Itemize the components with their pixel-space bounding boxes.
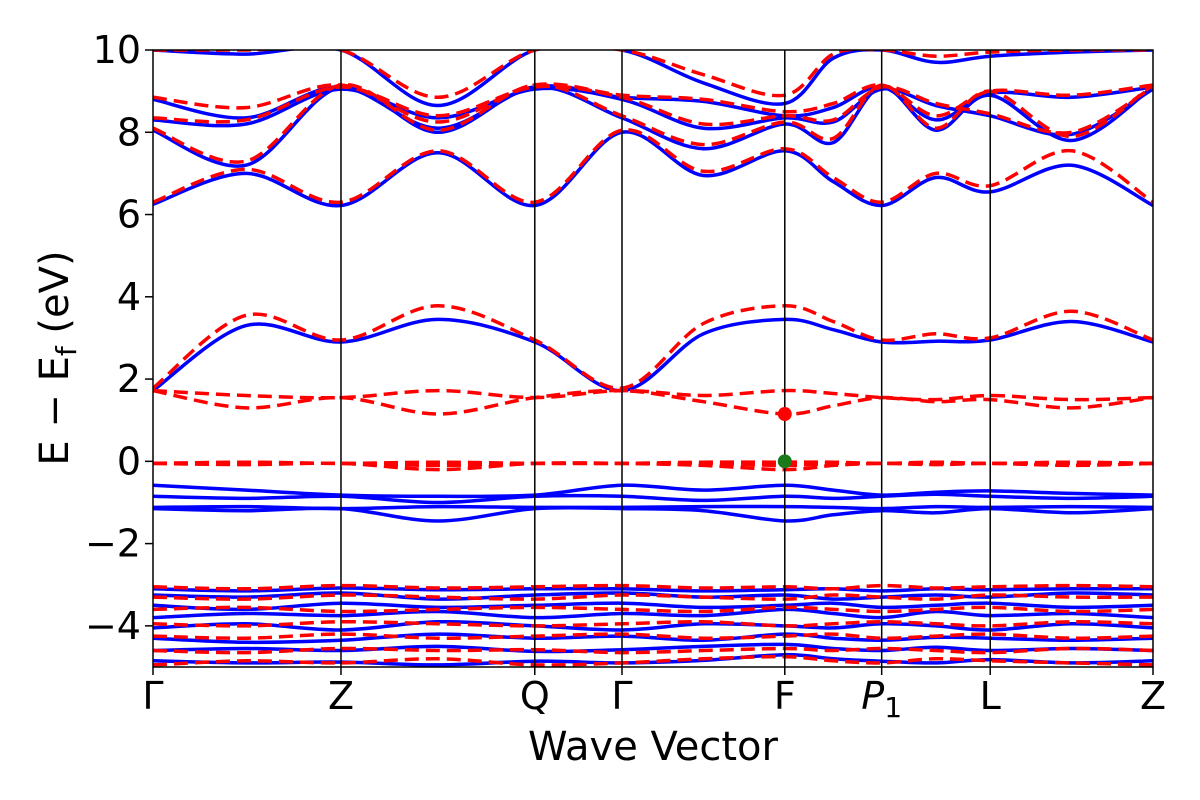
series-1-band-11 — [153, 492, 1153, 505]
y-ticks: −4 −2 0 2 4 6 8 10 — [85, 28, 153, 648]
series-2-band-1 — [153, 654, 1153, 667]
series-2-band-2 — [153, 646, 1153, 655]
y-tick-label-2: −2 — [85, 522, 141, 566]
marker-1 — [777, 407, 792, 422]
y-axis-label: E − Ef (eV) — [32, 250, 83, 465]
series-2-band-14 — [153, 128, 1153, 204]
x-tick-label-8: Z — [1140, 674, 1166, 718]
series-2-band-3 — [153, 632, 1153, 640]
x-tick-label-5: F — [774, 674, 796, 718]
series-2-band-7 — [153, 583, 1153, 591]
x-ticks: Γ Z Q Γ F P1 L Z — [142, 667, 1166, 724]
series-2-band-11 — [153, 388, 1153, 416]
y-tick-label-7: 8 — [117, 110, 141, 154]
y-axis-label-sub: f — [50, 345, 83, 356]
plot-frame — [152, 49, 1154, 668]
y-axis-label-main: E − E — [32, 356, 78, 466]
bands-layer — [153, 50, 1153, 667]
x-tick-label-2: Z — [328, 674, 354, 718]
kpoint-lines — [340, 50, 991, 667]
y-tick-label-6: 6 — [117, 193, 141, 237]
series-2-band-4 — [153, 619, 1153, 628]
y-axis-label-unit: (eV) — [32, 250, 78, 346]
x-tick-label-6: P1 — [861, 674, 902, 724]
marker-2 — [777, 454, 792, 469]
y-tick-label-3: 0 — [117, 439, 141, 483]
series-2-band-8 — [153, 461, 1153, 472]
x-tick-label-7: L — [980, 674, 1001, 718]
series-1-band-14 — [153, 130, 1153, 208]
y-tick-label-1: −4 — [85, 604, 141, 648]
x-tick-label-4: Γ — [611, 674, 632, 718]
markers-layer — [777, 407, 792, 469]
x-axis-label: Wave Vector — [528, 724, 779, 770]
series-2-band-13 — [153, 304, 1153, 390]
series-2-band-10 — [153, 460, 1153, 466]
series-2-band-5 — [153, 605, 1153, 614]
x-tick-label-1: Γ — [142, 674, 163, 718]
series-1-band-12 — [153, 483, 1153, 499]
y-tick-label-8: 10 — [93, 28, 141, 72]
y-tick-label-5: 4 — [117, 275, 141, 319]
x-tick-label-3: Q — [520, 674, 550, 718]
series-1-band-10 — [153, 504, 1153, 511]
y-tick-label-4: 2 — [117, 357, 141, 401]
series-2-band-6 — [153, 593, 1153, 601]
